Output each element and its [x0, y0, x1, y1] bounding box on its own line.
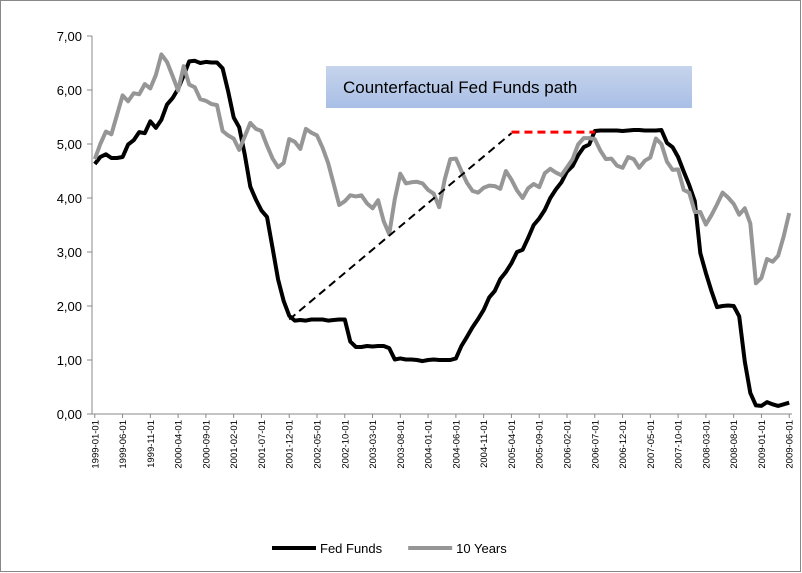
x-tick-label: 2000-09-01 — [201, 420, 212, 469]
line-series — [93, 58, 790, 408]
x-tick-label: 1999-01-01 — [90, 420, 101, 469]
y-tick-label: 3,00 — [57, 245, 82, 260]
y-tick-label: 5,00 — [57, 137, 82, 152]
x-tick-label: 2006-02-01 — [563, 420, 574, 469]
x-tick-label: 2004-11-01 — [479, 420, 490, 468]
y-tick-label: 6,00 — [57, 83, 82, 98]
x-tick-label: 2003-08-01 — [396, 420, 407, 469]
x-tick-label: 2008-08-01 — [729, 420, 740, 469]
x-tick-label: 2008-03-01 — [701, 420, 712, 469]
x-tick-label: 2005-09-01 — [535, 420, 546, 469]
x-tick-label: 1999-06-01 — [118, 420, 129, 469]
x-tick-label: 2009-01-01 — [757, 420, 768, 469]
x-tick-label: 1999-11-01 — [146, 420, 157, 468]
x-tick-label: 2006-07-01 — [590, 420, 601, 469]
x-tick-label: 2001-07-01 — [257, 420, 268, 469]
legend-label: Fed Funds — [320, 541, 383, 556]
legend-label: 10 Years — [456, 541, 507, 556]
x-tick-label: 2004-06-01 — [451, 420, 462, 469]
y-tick-label: 0,00 — [57, 407, 82, 422]
x-tick-label: 2006-12-01 — [618, 420, 629, 469]
x-tick-label: 2002-05-01 — [313, 420, 324, 469]
x-tick-label: 2009-06-01 — [785, 420, 796, 469]
annotation: Counterfactual Fed Funds path — [343, 78, 577, 97]
x-tick-label: 2000-04-01 — [174, 420, 185, 469]
line-series — [92, 52, 792, 286]
x-tick-label: 2007-05-01 — [646, 420, 657, 469]
annotation-line — [288, 132, 513, 321]
y-tick-label: 1,00 — [57, 353, 82, 368]
x-tick-label: 2001-12-01 — [285, 420, 296, 469]
x-tick-label: 2007-10-01 — [674, 420, 685, 469]
x-tick-label: 2004-01-01 — [424, 420, 435, 469]
x-tick-label: 2002-10-01 — [340, 420, 351, 469]
y-tick-label: 4,00 — [57, 191, 82, 206]
y-tick-label: 7,00 — [57, 29, 82, 44]
y-tick-label: 2,00 — [57, 299, 82, 314]
annotation-box — [326, 66, 692, 108]
x-tick-label: 2005-04-01 — [507, 420, 518, 469]
x-tick-label: 2001-02-01 — [229, 420, 240, 469]
x-tick-label: 2003-03-01 — [368, 420, 379, 469]
